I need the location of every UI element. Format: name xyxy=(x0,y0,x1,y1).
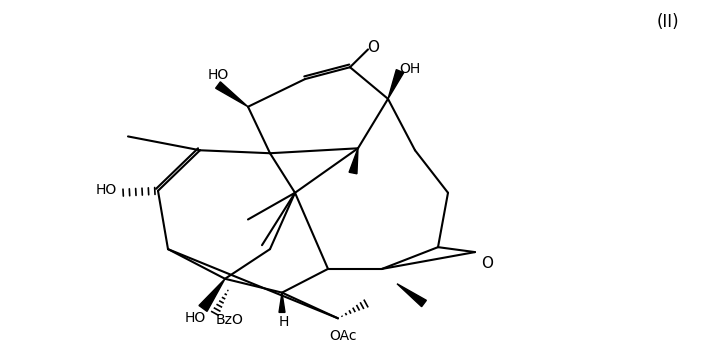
Text: O: O xyxy=(481,257,493,271)
Text: OH: OH xyxy=(400,62,420,76)
Polygon shape xyxy=(349,148,358,174)
Text: OAc: OAc xyxy=(329,329,357,343)
Text: (II): (II) xyxy=(657,13,679,31)
Polygon shape xyxy=(216,82,248,107)
Text: HO: HO xyxy=(185,311,205,325)
Text: HO: HO xyxy=(208,68,228,82)
Polygon shape xyxy=(279,293,285,312)
Text: O: O xyxy=(367,40,379,55)
Polygon shape xyxy=(388,69,404,99)
Text: BzO: BzO xyxy=(216,313,244,327)
Text: HO: HO xyxy=(95,183,117,197)
Text: H: H xyxy=(279,315,289,329)
Polygon shape xyxy=(397,284,427,307)
Polygon shape xyxy=(199,279,225,311)
